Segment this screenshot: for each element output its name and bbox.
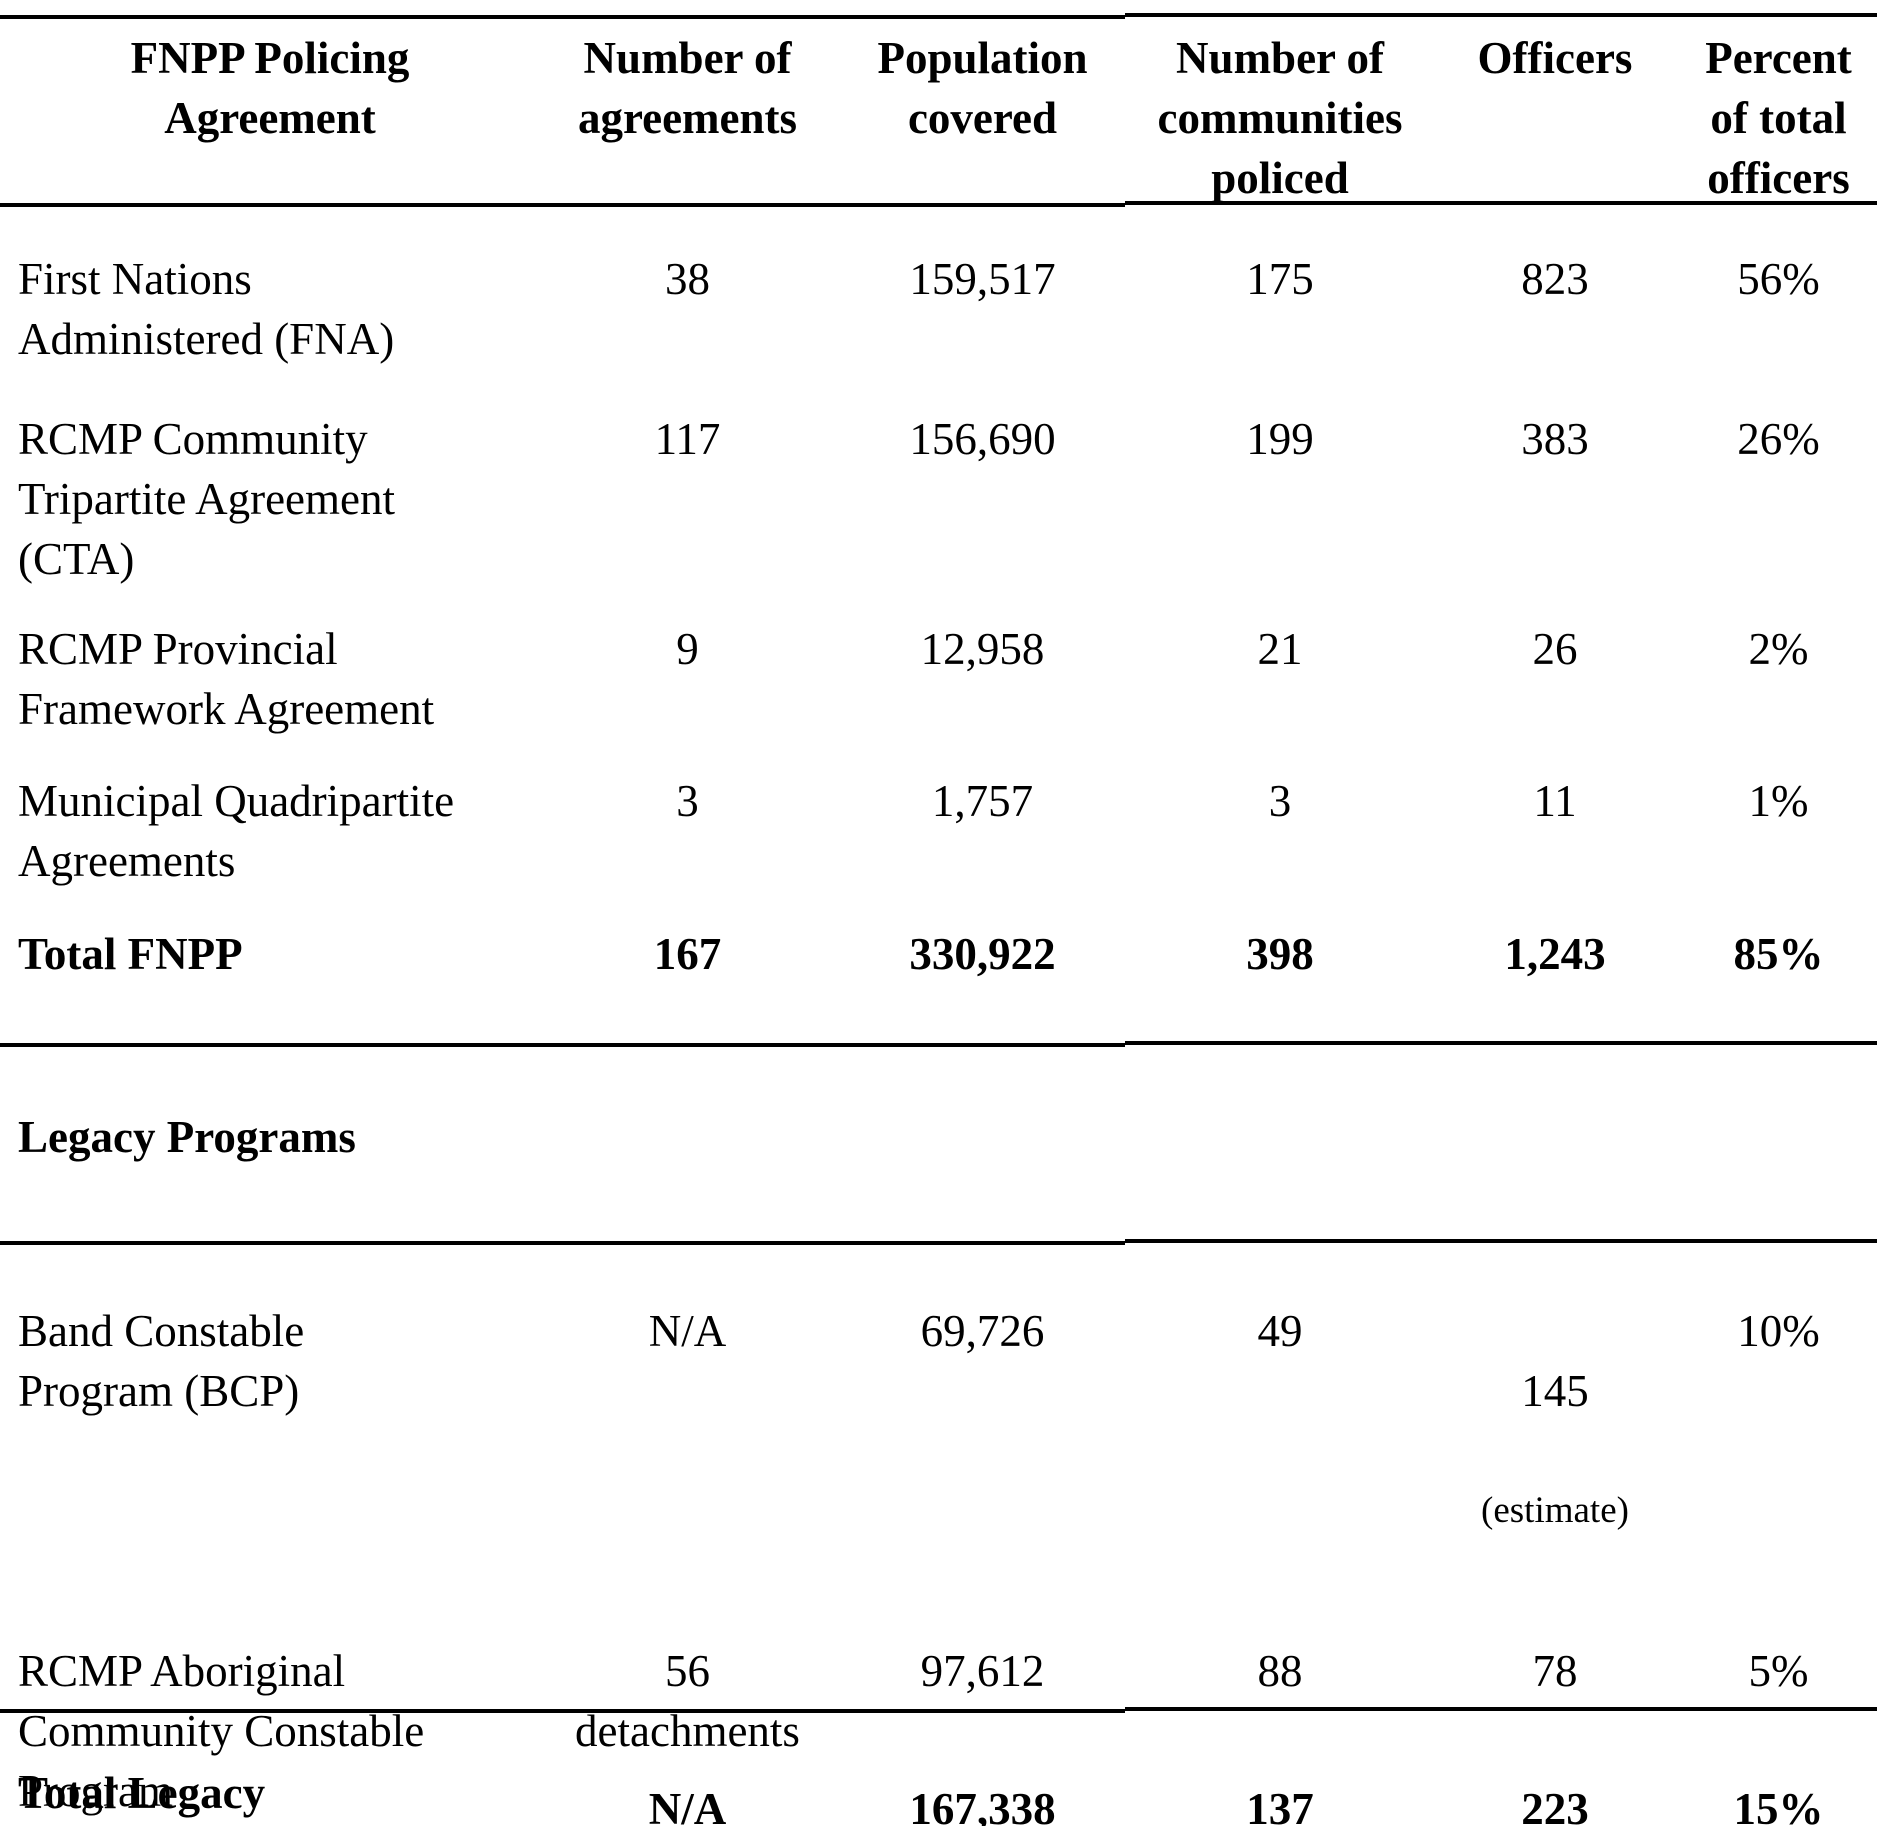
- communities-value: 3: [1268, 776, 1292, 826]
- table-row-rcmp-provincial-framework: RCMP Provincial Framework Agreement 9 12…: [0, 619, 1877, 739]
- row-label: RCMP Aboriginal Community Constable Prog…: [18, 1646, 425, 1816]
- header-cell-officers: Officers: [1477, 33, 1633, 83]
- percent-value: 85%: [1733, 929, 1824, 979]
- communities-value: 88: [1257, 1646, 1303, 1696]
- header-bottom-rule: [0, 201, 1877, 207]
- agreements-value: 56 detachments: [575, 1646, 800, 1756]
- row-label: Total FNPP: [18, 929, 243, 979]
- population-value: 12,958: [920, 624, 1045, 674]
- table-top-rule: [0, 13, 1877, 19]
- header-cell-communities-policed: Number of communities policed: [1157, 33, 1403, 203]
- table-row-total-fnpp: Total FNPP 167 330,922 398 1,243 85%: [0, 924, 1877, 984]
- legacy-programs-heading: Legacy Programs: [18, 1112, 356, 1162]
- communities-value: 21: [1257, 624, 1303, 674]
- agreements-value: 167: [653, 929, 722, 979]
- rule-segment: [0, 15, 1125, 19]
- population-value: 330,922: [909, 929, 1056, 979]
- fnpp-rows-section: First Nations Administered (FNA) 38 159,…: [0, 207, 1877, 1041]
- header-cell-agreement-type: FNPP Policing Agreement: [130, 33, 410, 143]
- agreements-value: 3: [676, 776, 699, 826]
- rule-segment: [1125, 1041, 1877, 1045]
- total-legacy-section: Total Legacy Programs N/A 167,338 137 22…: [0, 1713, 1877, 1826]
- population-value: 156,690: [909, 414, 1056, 464]
- agreements-value: N/A: [648, 1306, 727, 1356]
- table-row-municipal-quadripartite: Municipal Quadripartite Agreements 3 1,7…: [0, 771, 1877, 891]
- rule-segment: [1125, 13, 1877, 17]
- table-row-rcmp-aboriginal-community-constable: RCMP Aboriginal Community Constable Prog…: [0, 1641, 1877, 1821]
- population-value: 69,726: [920, 1306, 1045, 1356]
- section-divider-rule: [0, 1239, 1877, 1245]
- officers-number: 145: [1521, 1366, 1589, 1416]
- legacy-programs-heading-section: Legacy Programs: [0, 1047, 1877, 1239]
- rule-segment: [1125, 1239, 1877, 1243]
- table-row-total-legacy-programs: Total Legacy Programs N/A 167,338 137 22…: [0, 1763, 1877, 1826]
- percent-value: 5%: [1748, 1646, 1809, 1696]
- population-value: 1,757: [931, 776, 1034, 826]
- table-header-row: FNPP Policing Agreement Number of agreem…: [0, 19, 1877, 203]
- rule-segment: [1125, 201, 1877, 205]
- population-value: 167,338: [909, 1784, 1056, 1826]
- rule-segment: [0, 203, 1125, 207]
- section-divider-rule: [0, 1707, 1877, 1713]
- row-label: First Nations Administered (FNA): [18, 254, 395, 364]
- header-cell-percent-of-total-officers: Percent of total officers: [1705, 33, 1852, 203]
- percent-value: 15%: [1733, 1784, 1824, 1826]
- percent-value: 56%: [1737, 254, 1820, 304]
- percent-value: 2%: [1748, 624, 1809, 674]
- table-row-first-nations-administered: First Nations Administered (FNA) 38 159,…: [0, 249, 1877, 369]
- row-label: RCMP Provincial Framework Agreement: [18, 624, 435, 734]
- percent-value: 10%: [1737, 1306, 1820, 1356]
- agreements-value: N/A: [648, 1784, 727, 1826]
- population-value: 97,612: [920, 1646, 1045, 1696]
- header-cell-number-of-agreements: Number of agreements: [577, 33, 798, 143]
- rule-segment: [0, 1241, 1125, 1245]
- communities-value: 175: [1246, 254, 1314, 304]
- communities-value: 49: [1257, 1306, 1303, 1356]
- table-row-band-constable-program: Band Constable Program (BCP) N/A 69,726 …: [0, 1301, 1877, 1601]
- officers-value: 823: [1521, 254, 1589, 304]
- row-label: Total Legacy Programs: [18, 1768, 266, 1818]
- table-row-rcmp-community-tripartite: RCMP Community Tripartite Agreement (CTA…: [0, 409, 1877, 589]
- row-label: Band Constable Program (BCP): [18, 1306, 305, 1416]
- rule-segment: [0, 1043, 1125, 1047]
- communities-value: 137: [1246, 1784, 1314, 1826]
- communities-value: 199: [1246, 414, 1314, 464]
- officers-value: 11: [1533, 776, 1577, 826]
- officers-value: 145 (estimate): [1430, 1301, 1680, 1601]
- officers-value: 78: [1532, 1646, 1578, 1696]
- top-margin: [0, 0, 1877, 13]
- officers-estimate-note: (estimate): [1481, 1490, 1629, 1531]
- officers-value: 26: [1532, 624, 1578, 674]
- section-divider-rule: [0, 1041, 1877, 1047]
- row-label: Municipal Quadripartite Agreements: [18, 776, 455, 886]
- rule-segment: [0, 1709, 1125, 1713]
- officers-value: 223: [1521, 1784, 1589, 1826]
- officers-value: 1,243: [1504, 929, 1606, 979]
- agreements-value: 9: [676, 624, 699, 674]
- agreements-value: 38: [665, 254, 710, 304]
- header-cell-population-covered: Population covered: [877, 33, 1088, 143]
- rule-segment: [1125, 1707, 1877, 1711]
- row-label: RCMP Community Tripartite Agreement (CTA…: [18, 414, 396, 584]
- communities-value: 398: [1246, 929, 1314, 979]
- population-value: 159,517: [909, 254, 1056, 304]
- percent-value: 1%: [1748, 776, 1809, 826]
- officers-value: 383: [1521, 414, 1589, 464]
- legacy-rows-section: Band Constable Program (BCP) N/A 69,726 …: [0, 1245, 1877, 1816]
- percent-value: 26%: [1737, 414, 1820, 464]
- agreements-value: 117: [654, 414, 721, 464]
